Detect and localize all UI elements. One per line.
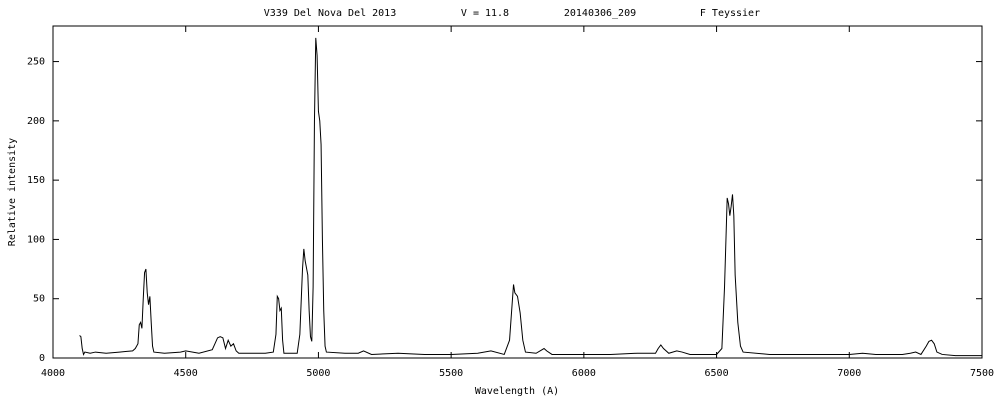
x-tick-label: 5000	[306, 368, 330, 379]
x-tick-label: 6000	[572, 368, 596, 379]
x-tick-label: 4500	[174, 368, 198, 379]
title-observer: F Teyssier	[700, 8, 760, 19]
x-tick-label: 7000	[837, 368, 861, 379]
title-date: 20140306_209	[564, 8, 636, 19]
y-tick-label: 50	[33, 294, 45, 305]
x-tick-label: 7500	[970, 368, 994, 379]
plot-frame	[52, 25, 983, 359]
y-tick-label: 200	[27, 116, 45, 127]
y-tick-label: 150	[27, 175, 45, 186]
x-tick-label: 4000	[41, 368, 65, 379]
y-axis-label: Relative intensity	[7, 138, 18, 246]
x-tick-label: 5500	[439, 368, 463, 379]
title-magnitude: V = 11.8	[461, 8, 509, 19]
y-tick-label: 250	[27, 57, 45, 68]
title-object: V339 Del Nova Del 2013	[264, 8, 396, 19]
x-tick-label: 6500	[705, 368, 729, 379]
y-tick-label: 0	[39, 353, 45, 364]
x-axis-label: Wavelength (A)	[475, 386, 559, 397]
y-tick-label: 100	[27, 234, 45, 245]
spectrum-line	[79, 37, 982, 357]
